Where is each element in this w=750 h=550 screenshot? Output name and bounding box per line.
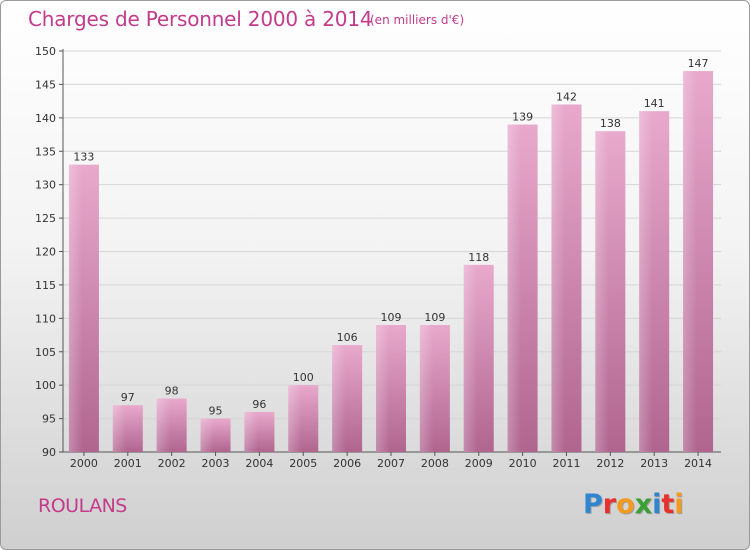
y-tick-label: 145: [35, 78, 56, 91]
data-label: 97: [121, 391, 135, 404]
y-tick-label: 120: [35, 246, 56, 259]
bars: [68, 71, 714, 453]
data-label: 138: [600, 117, 621, 130]
x-tick-label: 2007: [377, 457, 405, 470]
x-tick-label: 2010: [509, 457, 537, 470]
data-label: 142: [556, 90, 577, 103]
logo-letter: i: [652, 489, 662, 520]
bar-highlight: [376, 325, 390, 452]
y-tick-label: 125: [35, 212, 56, 225]
logo-letter: o: [616, 489, 635, 520]
data-label: 95: [209, 405, 223, 418]
bar-highlight: [112, 405, 127, 452]
x-tick-label: 2000: [70, 457, 98, 470]
y-tick-label: 150: [35, 45, 56, 58]
bar-highlight: [332, 345, 346, 452]
x-tick-label: 2006: [333, 457, 361, 470]
bar-highlight: [156, 398, 171, 452]
y-tick-label: 135: [35, 145, 56, 158]
proxiti-logo: Proxiti: [583, 489, 684, 520]
y-tick-label: 115: [35, 279, 56, 292]
x-tick-label: 2001: [114, 457, 142, 470]
x-tick-label: 2004: [245, 457, 273, 470]
bar-highlight: [244, 411, 258, 452]
data-label: 139: [512, 111, 533, 124]
data-label: 106: [337, 331, 358, 344]
x-tick-label: 2008: [421, 457, 449, 470]
labels: 90 95 100 105 110 115 120 125 130 135 140 145 150 133…: [35, 45, 712, 470]
bar-highlight: [68, 164, 83, 452]
data-label: 109: [424, 311, 445, 324]
bar-highlight: [551, 104, 565, 452]
x-tick-label: 2005: [289, 457, 317, 470]
logo-letter: x: [634, 489, 653, 520]
data-label: 141: [644, 97, 665, 110]
logo-letter: i: [674, 489, 684, 520]
bar-highlight: [200, 418, 215, 452]
bar-highlight: [683, 71, 697, 453]
bar-highlight: [288, 385, 302, 452]
bar-highlight: [507, 124, 522, 453]
place-name: ROULANS: [38, 495, 127, 517]
data-label: 100: [293, 371, 314, 384]
chart-subtitle: (en milliers d'€): [370, 13, 465, 27]
data-label: 109: [381, 311, 402, 324]
bar-highlight: [639, 111, 653, 453]
chart-title: Charges de Personnel 2000 à 2014: [28, 7, 373, 31]
data-label: 147: [688, 57, 709, 70]
y-tick-label: 90: [42, 446, 56, 459]
bar-highlight: [595, 131, 609, 452]
x-tick-label: 2011: [552, 457, 580, 470]
logo-letter: t: [661, 489, 675, 520]
y-tick-label: 95: [42, 413, 56, 426]
bar-highlight: [419, 325, 434, 452]
x-tick-label: 2002: [158, 457, 186, 470]
y-tick-label: 130: [35, 179, 56, 192]
logo-letter: r: [602, 489, 617, 520]
y-tick-label: 105: [35, 346, 56, 359]
y-tick-label: 100: [35, 379, 56, 392]
x-tick-label: 2014: [684, 457, 712, 470]
logo-letter: P: [583, 489, 603, 520]
data-label: 98: [165, 385, 179, 398]
data-label: 118: [468, 251, 489, 264]
y-tick-label: 110: [35, 312, 56, 325]
x-tick-label: 2009: [465, 457, 493, 470]
x-tick-label: 2003: [202, 457, 230, 470]
x-tick-label: 2012: [596, 457, 624, 470]
data-label: 96: [252, 398, 266, 411]
data-label: 133: [73, 151, 94, 164]
bar-highlight: [463, 264, 478, 452]
y-tick-label: 140: [35, 112, 56, 125]
x-tick-label: 2013: [640, 457, 668, 470]
